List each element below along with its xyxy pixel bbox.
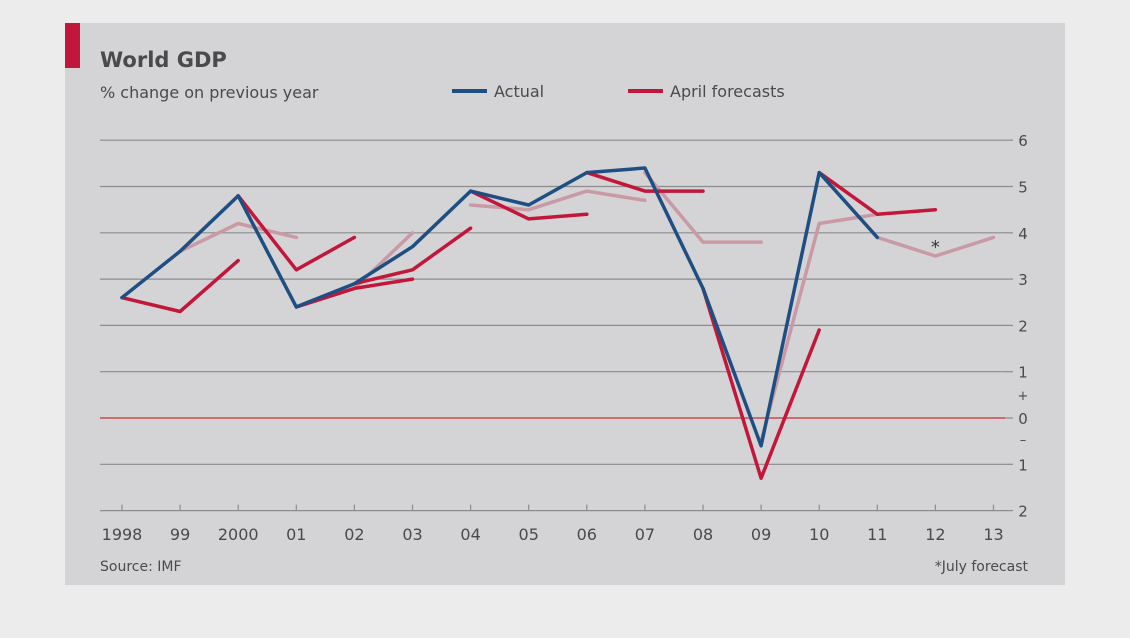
y-tick-label: 6 (1018, 132, 1028, 150)
x-tick-label: 10 (809, 525, 829, 544)
x-tick-label: 1998 (102, 525, 143, 544)
april-forecast-segment (352, 226, 473, 286)
y-tick-label: 2 (1018, 503, 1028, 521)
actual-point (120, 296, 124, 300)
actual-point (759, 444, 763, 448)
x-tick-label: 12 (925, 525, 945, 544)
brand-accent-flag (65, 23, 80, 68)
legend-label-april-forecasts: April forecasts (670, 82, 785, 101)
april-forecast-segment (236, 194, 357, 272)
y-tick-label: 2 (1018, 317, 1028, 335)
x-tick-label: 99 (170, 525, 190, 544)
april-forecast-segment (701, 286, 821, 480)
x-axis-ticks: 1998 99 2000 01 02 03 04 05 06 07 08 09 10 11 12 13 (102, 504, 1004, 544)
actual-line (120, 166, 880, 448)
gridlines (100, 139, 1005, 512)
forecast-path-line (875, 235, 996, 258)
y-tick-label: 4 (1018, 225, 1028, 243)
x-tick-label: 03 (402, 525, 422, 544)
legend-label-actual: Actual (494, 82, 544, 101)
y-tick-label: 5 (1018, 179, 1028, 197)
actual-point (527, 203, 531, 207)
chart-panel (65, 23, 1065, 585)
x-tick-label: 05 (519, 525, 539, 544)
actual-point (294, 305, 298, 309)
y-tick-label: 3 (1018, 271, 1028, 289)
x-tick-label: 06 (577, 525, 597, 544)
forecast-path-line (468, 189, 647, 212)
april-forecast-segment (120, 258, 240, 314)
x-tick-label: 01 (286, 525, 306, 544)
series-april-forecasts (120, 170, 938, 480)
actual-point (411, 245, 414, 249)
april-forecast-segment (468, 189, 589, 221)
chart-legend: Actual April forecasts (452, 82, 785, 101)
forecast-path-line (643, 170, 763, 244)
actual-point (236, 194, 240, 198)
actual-point (875, 235, 879, 239)
actual-point (469, 189, 473, 193)
forecast-path-line (178, 221, 299, 254)
y-axis-ticks: 6 5 4 3 2 1 0 1 2 + – (1005, 132, 1029, 521)
chart-subtitle: % change on previous year (100, 83, 319, 102)
actual-point (643, 166, 647, 170)
july-forecast-marker: * (931, 237, 940, 258)
x-tick-label: 04 (460, 525, 480, 544)
april-forecast-segment (817, 170, 938, 217)
x-tick-label: 2000 (218, 525, 259, 544)
chart-title: World GDP (100, 48, 227, 72)
source-note: Source: IMF (100, 559, 182, 575)
actual-point (701, 286, 705, 290)
x-tick-label: 13 (983, 525, 1003, 544)
y-negative-marker: – (1020, 433, 1027, 448)
x-tick-label: 02 (344, 525, 364, 544)
actual-point (352, 282, 356, 286)
april-forecast-segment (585, 170, 705, 193)
x-tick-label: 09 (751, 525, 771, 544)
x-tick-label: 11 (867, 525, 887, 544)
actual-point (585, 171, 589, 175)
actual-point (817, 171, 821, 175)
y-positive-marker: + (1018, 389, 1029, 404)
y-tick-label: 1 (1018, 456, 1028, 474)
footnote: *July forecast (935, 559, 1029, 575)
actual-point (178, 249, 182, 253)
series-actual (120, 166, 880, 448)
x-tick-label: 07 (635, 525, 655, 544)
x-tick-label: 08 (693, 525, 713, 544)
y-tick-label: 0 (1018, 410, 1028, 428)
y-tick-label: 1 (1018, 364, 1028, 382)
